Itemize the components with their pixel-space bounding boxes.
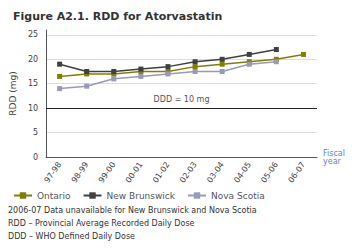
svg-text:20: 20: [28, 55, 38, 64]
svg-text:05-06: 05-06: [259, 160, 280, 184]
svg-text:Figure A2.1. RDD for Atorvasta: Figure A2.1. RDD for Atorvastatin: [13, 10, 222, 23]
svg-text:03-04: 03-04: [205, 160, 226, 184]
svg-text:25: 25: [28, 30, 38, 39]
svg-text:04-05: 04-05: [232, 160, 253, 184]
svg-text:RDD (mg): RDD (mg): [8, 71, 18, 115]
svg-text:Fiscal: Fiscal: [323, 148, 345, 158]
svg-text:01-02: 01-02: [151, 160, 172, 184]
svg-text:New Brunswick: New Brunswick: [107, 191, 176, 201]
svg-text:2006-07 Data unavailable for N: 2006-07 Data unavailable for New Brunswi…: [8, 206, 257, 215]
svg-text:15: 15: [28, 79, 38, 88]
svg-text:RDD – Provincial Average Recor: RDD – Provincial Average Recorded Daily …: [8, 219, 195, 228]
svg-text:DDD – WHO Defined Daily Dose: DDD – WHO Defined Daily Dose: [8, 232, 135, 241]
svg-text:5: 5: [33, 128, 38, 137]
svg-text:DDD = 10 mg: DDD = 10 mg: [154, 95, 210, 104]
svg-text:Ontario: Ontario: [37, 191, 71, 201]
svg-text:10: 10: [28, 104, 38, 113]
svg-text:97-98: 97-98: [43, 160, 64, 184]
svg-text:Nova Scotia: Nova Scotia: [211, 191, 265, 201]
svg-text:00-01: 00-01: [124, 160, 145, 184]
svg-text:06-07: 06-07: [286, 160, 307, 184]
svg-text:98-99: 98-99: [70, 160, 91, 184]
svg-text:0: 0: [33, 153, 38, 162]
svg-text:year: year: [323, 157, 342, 166]
svg-text:99-00: 99-00: [97, 160, 118, 184]
svg-text:02-03: 02-03: [178, 160, 199, 184]
